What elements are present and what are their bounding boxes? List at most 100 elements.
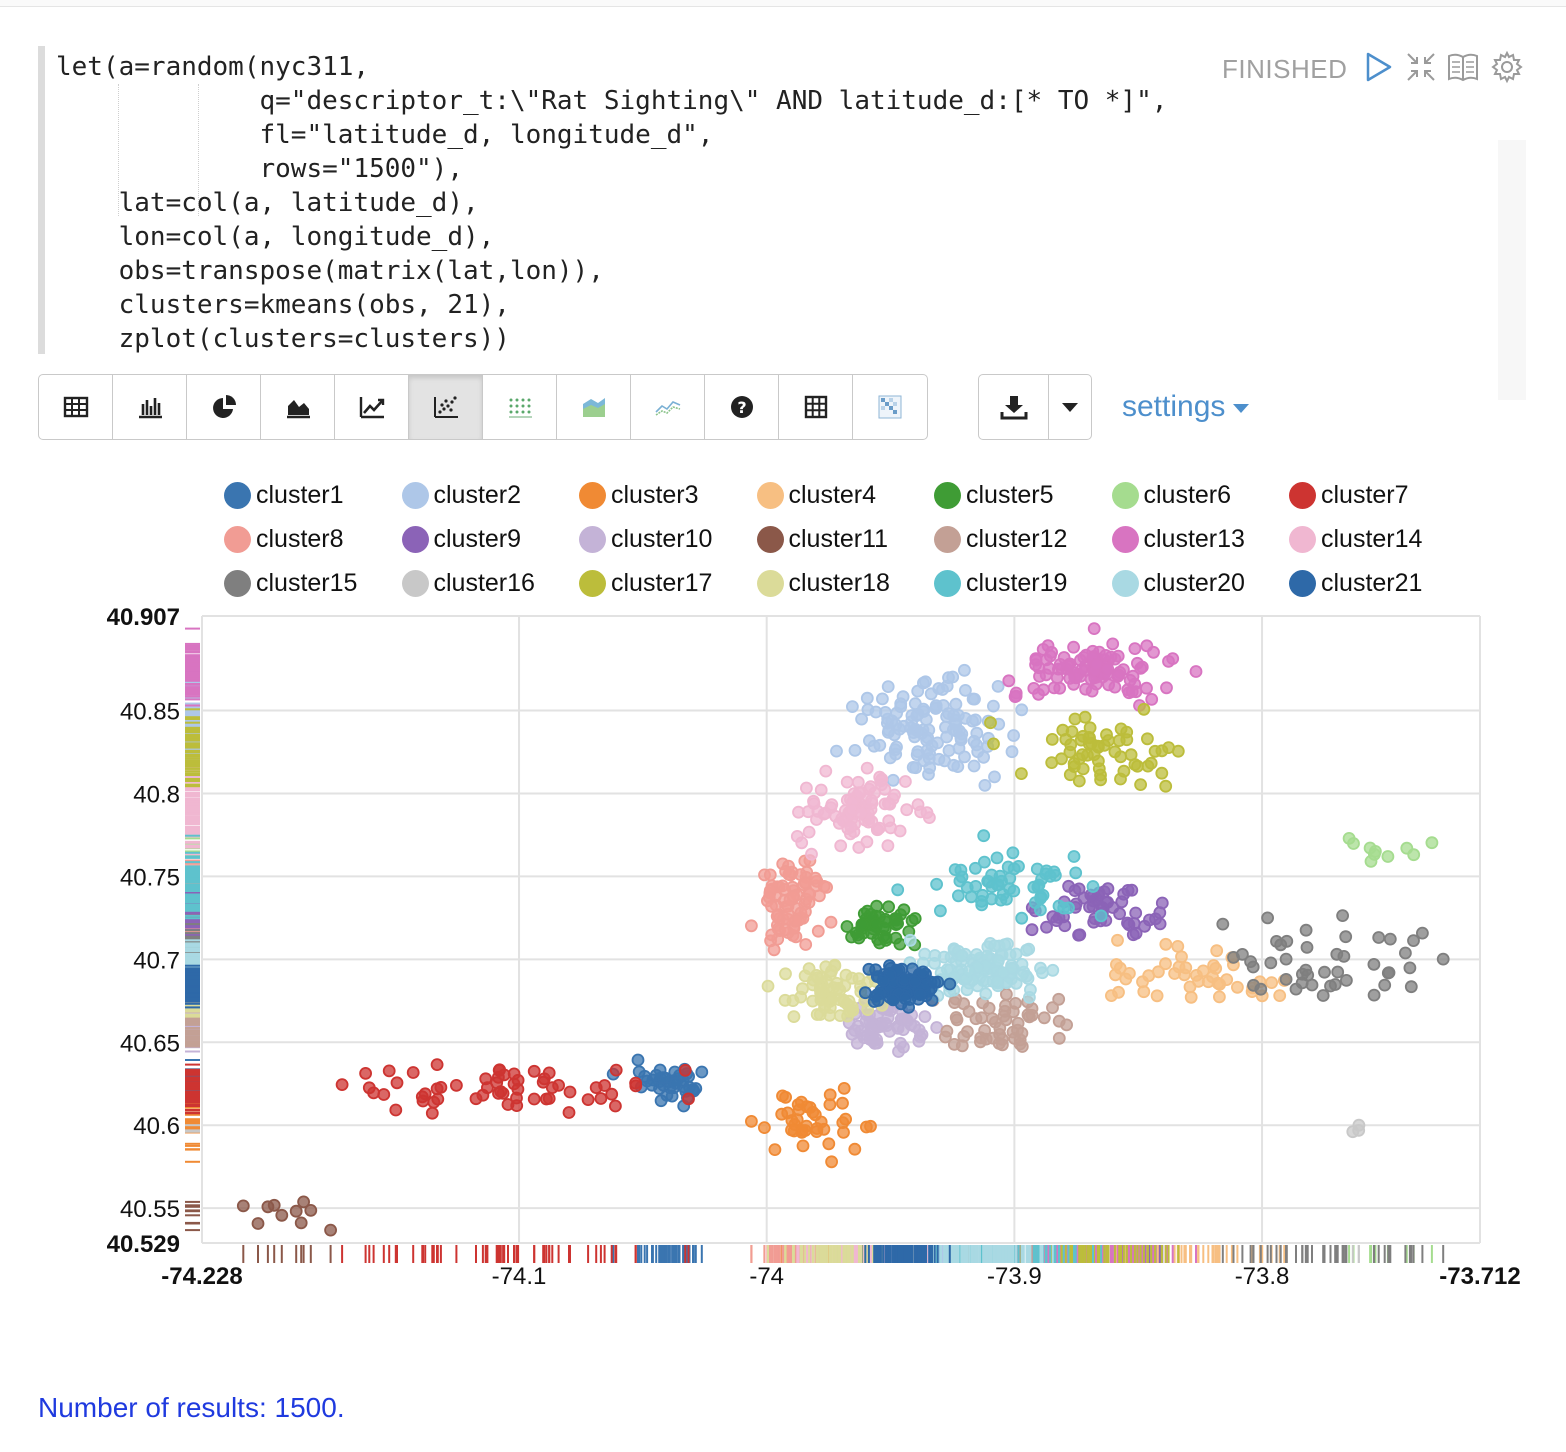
- legend-item-cluster17[interactable]: cluster17: [579, 566, 712, 600]
- point-cluster17: [1120, 733, 1134, 747]
- heatmap-button[interactable]: [853, 375, 927, 439]
- book-icon[interactable]: [1446, 50, 1480, 84]
- run-icon[interactable]: [1362, 50, 1396, 84]
- legend-label: cluster10: [611, 524, 713, 553]
- multi-line-button[interactable]: [631, 375, 705, 439]
- point-cluster15: [1367, 988, 1381, 1002]
- gear-icon[interactable]: [1490, 50, 1524, 84]
- collapse-icon[interactable]: [1404, 50, 1438, 84]
- help-button[interactable]: ?: [705, 375, 779, 439]
- table-button[interactable]: [39, 375, 113, 439]
- point-cluster17: [1114, 722, 1128, 736]
- download-button[interactable]: [979, 375, 1049, 439]
- area-chart-button[interactable]: [261, 375, 335, 439]
- dot-grid-button[interactable]: [483, 375, 557, 439]
- point-cluster3: [825, 1155, 838, 1169]
- legend-item-cluster12[interactable]: cluster12: [934, 522, 1067, 556]
- legend-item-cluster16[interactable]: cluster16: [401, 566, 535, 600]
- code-line: fl="latitude_d, longitude_d",: [56, 120, 714, 150]
- legend-item-cluster2[interactable]: cluster2: [401, 478, 521, 512]
- point-cluster10: [913, 1030, 927, 1044]
- point-cluster9: [1025, 923, 1039, 937]
- code-text[interactable]: let(a=random(nyc311, q="descriptor_t:\"R…: [56, 50, 1167, 356]
- point-cluster1: [631, 1053, 645, 1067]
- point-cluster17: [1159, 779, 1173, 793]
- point-cluster2: [863, 734, 876, 748]
- point-cluster3: [810, 1122, 824, 1135]
- point-cluster20: [992, 954, 1005, 967]
- point-cluster19: [990, 878, 1004, 892]
- legend-item-cluster8[interactable]: cluster8: [224, 522, 344, 556]
- legend-item-cluster3[interactable]: cluster3: [579, 478, 699, 512]
- point-cluster14: [792, 805, 805, 819]
- legend-label: cluster21: [1321, 568, 1423, 597]
- legend-label: cluster3: [611, 480, 699, 509]
- point-cluster7: [507, 1067, 521, 1081]
- point-cluster17: [984, 716, 997, 730]
- settings-dropdown[interactable]: settings: [1122, 390, 1250, 424]
- point-cluster17: [1072, 774, 1086, 788]
- point-cluster15: [1367, 957, 1381, 971]
- legend-item-cluster15[interactable]: cluster15: [224, 566, 357, 600]
- legend-item-cluster13[interactable]: cluster13: [1111, 522, 1245, 556]
- legend-item-cluster6[interactable]: cluster6: [1111, 478, 1231, 512]
- legend-swatch: [401, 481, 429, 509]
- point-cluster15: [1337, 949, 1351, 963]
- legend-item-cluster5[interactable]: cluster5: [934, 478, 1054, 512]
- point-cluster13: [1106, 637, 1120, 651]
- point-cluster2: [978, 778, 992, 792]
- legend-item-cluster21[interactable]: cluster21: [1289, 566, 1422, 600]
- point-cluster9: [1073, 928, 1087, 942]
- legend-item-cluster14[interactable]: cluster14: [1289, 522, 1422, 556]
- point-cluster2: [917, 702, 930, 716]
- point-cluster2: [906, 760, 920, 774]
- code-editor[interactable]: let(a=random(nyc311, q="descriptor_t:\"R…: [38, 46, 1526, 400]
- editor-scrollbar[interactable]: [1498, 140, 1526, 400]
- legend-item-cluster7[interactable]: cluster7: [1289, 478, 1409, 512]
- legend-item-cluster18[interactable]: cluster18: [756, 566, 890, 600]
- stacked-area-button[interactable]: [557, 375, 631, 439]
- point-cluster17: [1117, 764, 1131, 778]
- point-cluster3: [837, 1081, 851, 1095]
- x-tick-label: -74.1: [492, 1263, 547, 1290]
- point-cluster9: [1129, 926, 1143, 940]
- legend-swatch: [1111, 569, 1139, 597]
- point-cluster17: [1137, 702, 1151, 716]
- legend-item-cluster20[interactable]: cluster20: [1111, 566, 1245, 600]
- scatter-chart-icon: [433, 396, 458, 418]
- legend-item-cluster11[interactable]: cluster11: [756, 522, 888, 556]
- point-cluster20: [1015, 957, 1029, 971]
- point-cluster1: [649, 1068, 663, 1082]
- point-cluster7: [598, 1079, 611, 1092]
- point-cluster21: [913, 988, 927, 1002]
- grid-button[interactable]: [779, 375, 853, 439]
- point-cluster15: [1279, 952, 1293, 966]
- download-dropdown-button[interactable]: [1049, 375, 1091, 439]
- y-tick-label: 40.55: [120, 1196, 180, 1223]
- x-tick-label: -74: [749, 1263, 784, 1290]
- legend-item-cluster10[interactable]: cluster10: [579, 522, 712, 556]
- legend-item-cluster9[interactable]: cluster9: [401, 522, 521, 556]
- legend-item-cluster4[interactable]: cluster4: [756, 478, 876, 512]
- point-cluster3: [848, 1142, 862, 1156]
- line-chart-button[interactable]: [335, 375, 409, 439]
- bar-chart-button[interactable]: [113, 375, 187, 439]
- point-cluster12: [986, 1031, 1000, 1045]
- point-cluster2: [921, 731, 935, 745]
- legend-swatch: [224, 569, 251, 597]
- y-tick-label: 40.6: [133, 1113, 180, 1140]
- multi-line-icon: [654, 401, 680, 416]
- point-cluster18: [778, 993, 792, 1007]
- point-cluster4: [1184, 990, 1198, 1004]
- pie-chart-button[interactable]: [187, 375, 261, 439]
- legend-label: cluster1: [256, 480, 344, 509]
- legend-item-cluster19[interactable]: cluster19: [934, 566, 1067, 600]
- point-cluster2: [959, 684, 972, 697]
- legend-item-cluster1[interactable]: cluster1: [224, 478, 344, 512]
- point-cluster6: [1347, 837, 1360, 850]
- point-cluster14: [920, 806, 934, 820]
- point-cluster14: [893, 824, 907, 838]
- point-cluster4: [1136, 975, 1149, 989]
- point-cluster7: [605, 1087, 619, 1101]
- scatter-chart-button[interactable]: [409, 375, 483, 439]
